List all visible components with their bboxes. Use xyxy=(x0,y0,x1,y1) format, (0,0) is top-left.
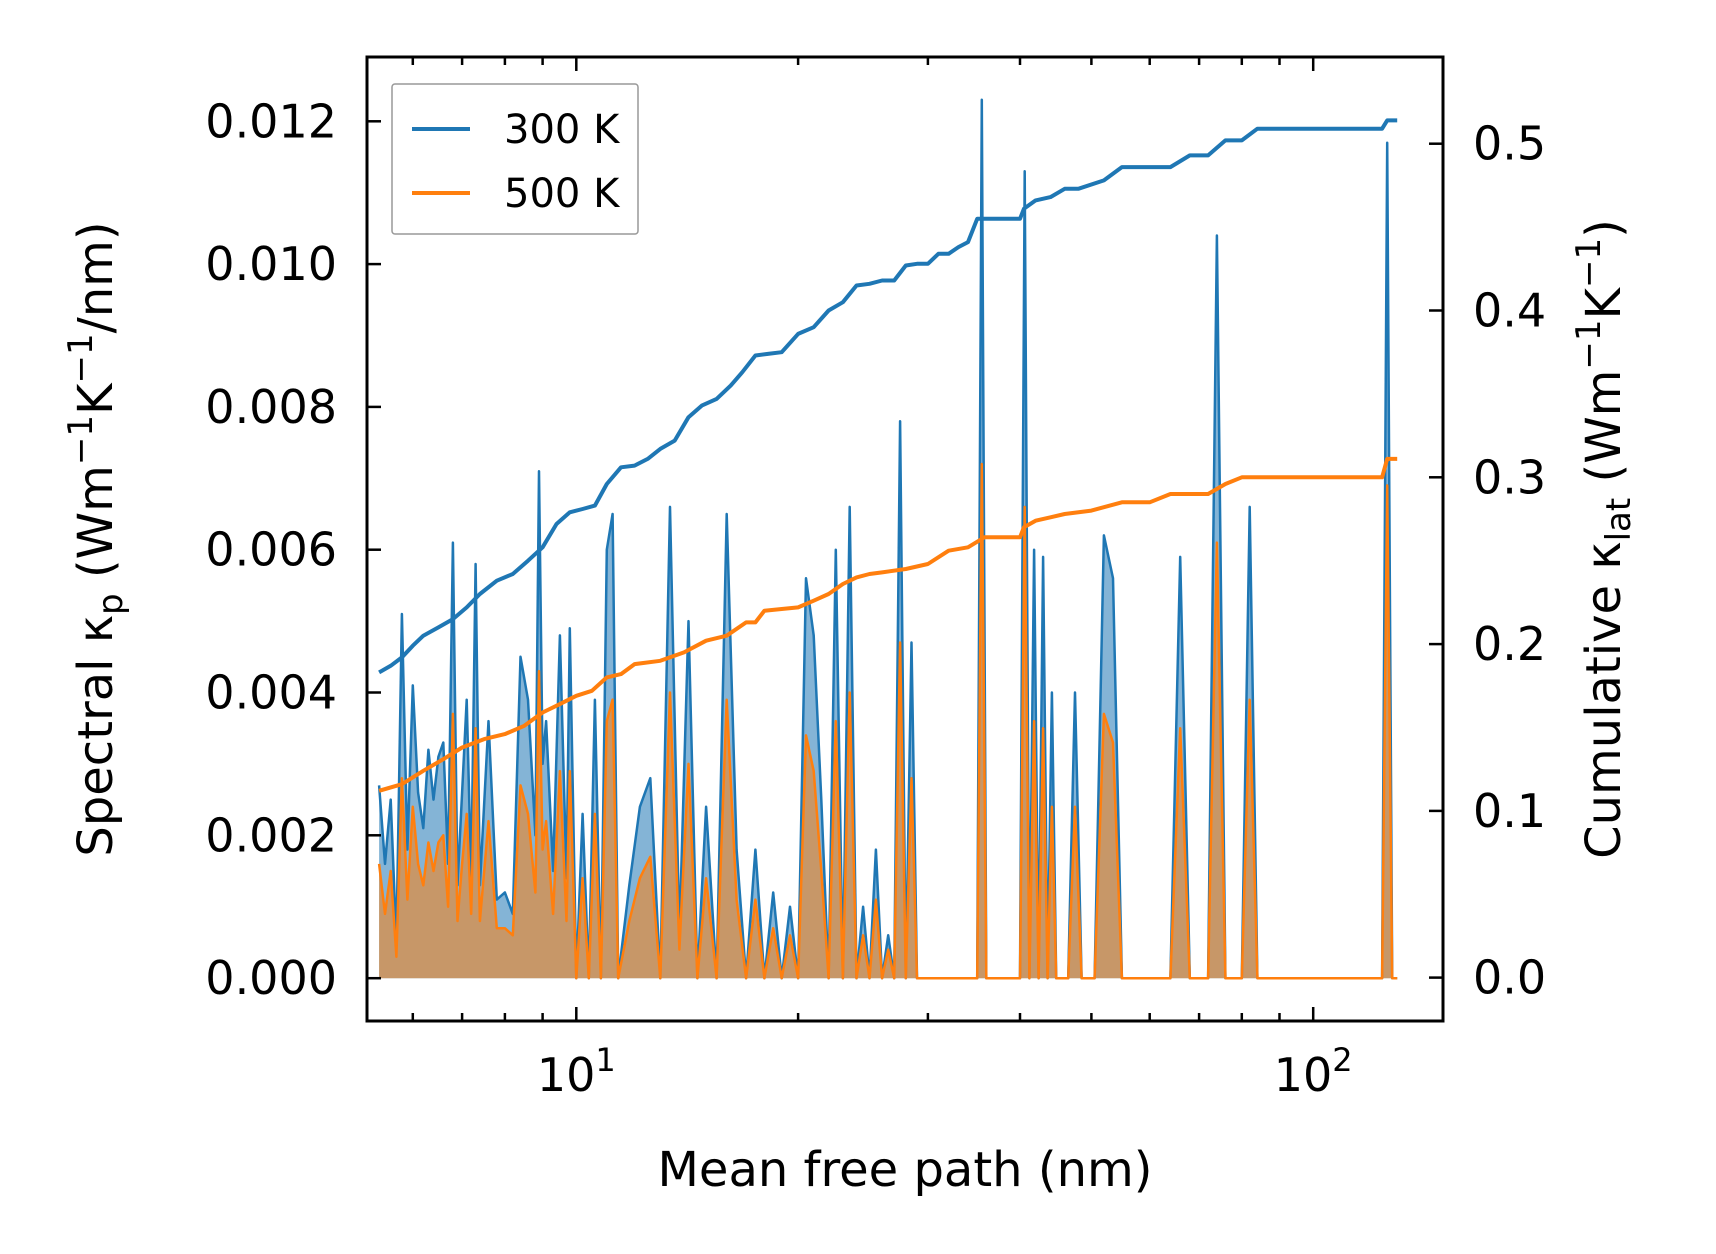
y-right-tick-label: 0.0 xyxy=(1473,951,1546,1005)
cumulative-line-300-k xyxy=(378,118,1398,675)
cumulative-line-500-k xyxy=(378,456,1398,793)
spectral-area-300-k xyxy=(379,99,1398,979)
axes: 101 102 0.000 0.002 0.004 0.006 0.008 0.010 0.01… xyxy=(61,55,1639,1198)
y-left-tick-label: 0.010 xyxy=(205,237,337,291)
legend-box xyxy=(391,83,639,235)
x-tick-label: 101 xyxy=(537,1041,616,1102)
y-left-tick-label: 0.000 xyxy=(205,951,337,1005)
y-right-tick-label: 0.1 xyxy=(1473,784,1546,838)
y-left-axis-title: Spectral κp (Wm−1K−1/nm) xyxy=(61,221,131,856)
y-left-tick-label: 0.012 xyxy=(205,94,337,148)
y-right-tick-label: 0.5 xyxy=(1473,117,1546,171)
x-axis-title: Mean free path (nm) xyxy=(658,1142,1153,1198)
y-right-tick-label: 0.4 xyxy=(1473,284,1546,338)
y-left-tick-label: 0.006 xyxy=(205,523,337,577)
plot-area xyxy=(377,98,1398,980)
y-left-tick-label: 0.008 xyxy=(205,380,337,434)
y-left-tick-label: 0.002 xyxy=(205,808,337,862)
spectral-line-500-k xyxy=(377,462,1398,980)
y-right-tick-label: 0.2 xyxy=(1473,617,1546,671)
axes-frame xyxy=(365,55,1445,1023)
y-left-tick-label: 0.004 xyxy=(205,666,337,720)
x-tick-label: 102 xyxy=(1274,1041,1353,1102)
spectral-area-500-k xyxy=(379,464,1398,979)
y-right-tick-label: 0.3 xyxy=(1473,450,1546,504)
legend-label-500-k: 500 K xyxy=(504,171,621,217)
legend: 300 K 500 K xyxy=(391,83,639,235)
y-right-axis-title: Cumulative κlat (Wm−1K−1) xyxy=(1569,219,1639,859)
legend-label-300-k: 300 K xyxy=(504,107,621,153)
